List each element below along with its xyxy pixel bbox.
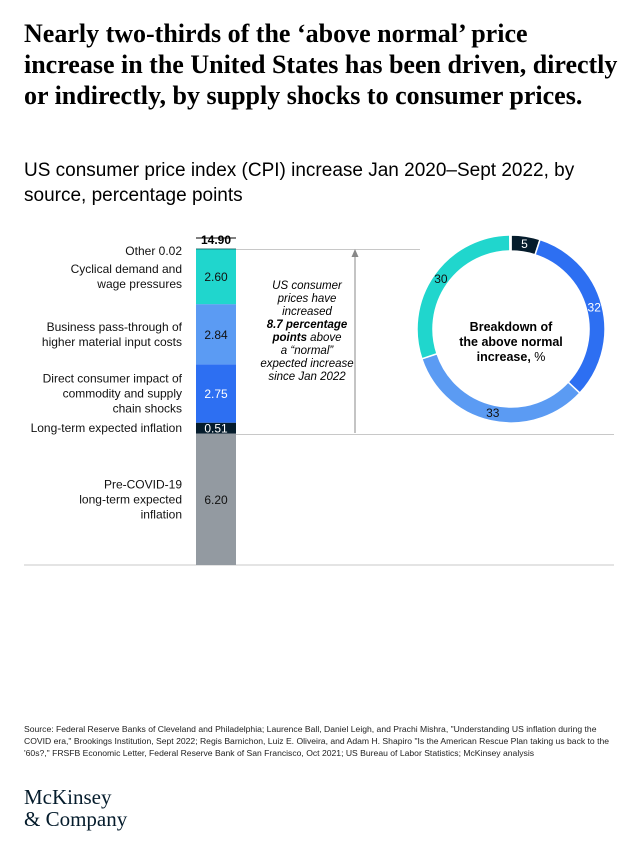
annotation-line: prices have (277, 293, 337, 305)
annotation-line: increased (282, 306, 332, 318)
subtitle-unit: percentage points (86, 185, 243, 206)
donut-title-line: the above normal (459, 335, 563, 349)
cpi-chart: 14.90 6.20 0.51 2.75 2.84 2.60 Pre-COVID-19l… (24, 230, 614, 566)
logo-line: McKinsey (24, 785, 112, 809)
annotation-mixed-line: points above (271, 332, 341, 344)
headline: Nearly two-thirds of the ‘above normal’ … (24, 19, 618, 110)
logo-line: & Company (24, 807, 128, 831)
category-label: long-term expected (79, 492, 182, 506)
category-label: Business pass-through of (47, 320, 183, 334)
donut-title-unit-line: increase, % (477, 350, 546, 364)
donut-slice (509, 234, 512, 252)
category-label: commodity and supply (63, 387, 182, 401)
category-label: Direct consumer impact of (43, 372, 183, 386)
bar-segment (196, 364, 236, 423)
mckinsey-logo: McKinsey & Company (24, 786, 127, 830)
annotation-line: since Jan 2022 (268, 371, 346, 383)
category-label: inflation (141, 507, 182, 521)
donut-slice (534, 238, 606, 395)
donut-slice-label: 30 (434, 272, 448, 286)
increase-annotation: US consumer prices have increased 8.7 pe… (260, 280, 353, 383)
source-note: Source: Federal Reserve Banks of Clevela… (24, 724, 610, 758)
donut-slice-label: >1 (504, 230, 518, 231)
donut-slice-label: 5 (521, 237, 528, 251)
donut-slice-label: 33 (486, 406, 500, 420)
category-label: Pre-COVID-19 (104, 477, 182, 491)
donut-center-title: Breakdown of the above normal increase, … (459, 320, 563, 364)
bar-segment (196, 422, 236, 434)
bar-segments: 6.20 0.51 2.75 2.84 2.60 (196, 248, 236, 565)
subtitle-bold: US consumer price index (CPI) increase J… (24, 160, 575, 206)
bar-segment (196, 249, 236, 305)
donut-slice-label: 32 (588, 300, 602, 314)
donut-slice (420, 352, 581, 424)
increase-arrow-head (351, 249, 359, 257)
annotation-line: expected increase (260, 358, 353, 370)
bar-value-label: 2.60 (204, 270, 228, 284)
chart-subtitle: US consumer price index (CPI) increase J… (24, 158, 624, 208)
category-label: Cyclical demand and (71, 262, 182, 276)
bar-segment (196, 248, 236, 250)
total-label: 14.90 (201, 233, 231, 247)
category-label: Other 0.02 (125, 244, 182, 258)
annotation-bold: points (271, 332, 307, 344)
annotation-line: US consumer (272, 280, 343, 292)
category-label: Long-term expected inflation (31, 421, 182, 435)
bar-segment (196, 304, 236, 365)
bar-value-label: 2.75 (204, 387, 228, 401)
donut-title-bold: increase, (477, 350, 531, 364)
donut-title-line: Breakdown of (470, 320, 553, 334)
bar-value-label: 0.51 (204, 422, 228, 436)
donut-chart: 5 32 33 30 >1 (416, 230, 606, 424)
annotation-line: above (307, 332, 342, 344)
annotation-bold: 8.7 percentage (267, 319, 348, 331)
bar-value-label: 2.84 (204, 328, 228, 342)
bar-segment (196, 433, 236, 565)
annotation-line: a “normal” (281, 345, 335, 357)
category-label: chain shocks (113, 402, 182, 416)
donut-title-unit: % (531, 350, 546, 364)
category-label: higher material input costs (42, 335, 182, 349)
bar-value-label: 6.20 (204, 493, 228, 507)
category-label: wage pressures (96, 277, 182, 291)
